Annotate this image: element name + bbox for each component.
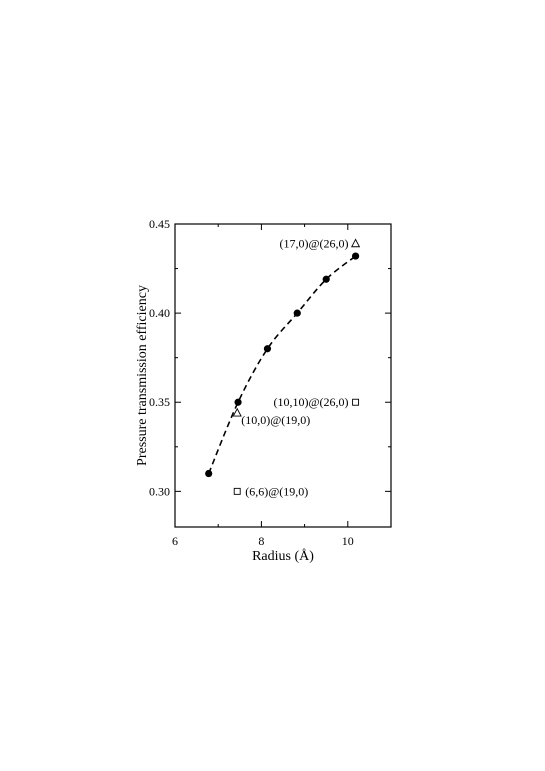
point-annotation-label: (10,0)@(19,0)	[241, 413, 310, 427]
filled-circle-point	[293, 309, 301, 317]
y-axis-label: Pressure transmission efficiency	[135, 285, 150, 466]
y-tick-label: 0.35	[149, 395, 170, 409]
dashed-trend-line	[207, 255, 357, 474]
open-triangle-point	[350, 238, 361, 248]
filled-circle-point	[351, 252, 360, 260]
filled-circle-point	[205, 469, 213, 478]
filled-circle-point	[263, 345, 272, 353]
y-tick-label: 0.45	[149, 217, 170, 231]
y-tick-label: 0.30	[149, 484, 170, 498]
x-axis-label: Radius (Å)	[252, 548, 314, 564]
data-points	[205, 238, 361, 495]
x-tick-label: 6	[172, 534, 178, 548]
filled-circle-point	[322, 275, 330, 283]
y-tick-label: 0.40	[149, 306, 170, 320]
axis-ticks	[174, 223, 392, 527]
filled-circle-point	[234, 398, 242, 406]
point-annotations: (17,0)@(26,0) (10,10)@(26,0) (10,0)@(19,0)…	[241, 237, 348, 499]
tick-labels: 6 8 10 0.30 0.35 0.40 0.45	[149, 217, 354, 548]
open-triangle-point	[232, 407, 242, 417]
plot-frame	[174, 223, 392, 528]
x-tick-label: 10	[342, 534, 354, 548]
point-annotation-label: (6,6)@(19,0)	[245, 484, 308, 498]
point-annotation-label: (10,10)@(26,0)	[274, 395, 349, 409]
open-square-point	[352, 398, 360, 406]
open-square-point	[233, 487, 241, 495]
point-annotation-label: (17,0)@(26,0)	[280, 237, 349, 251]
x-tick-label: 8	[258, 534, 264, 548]
